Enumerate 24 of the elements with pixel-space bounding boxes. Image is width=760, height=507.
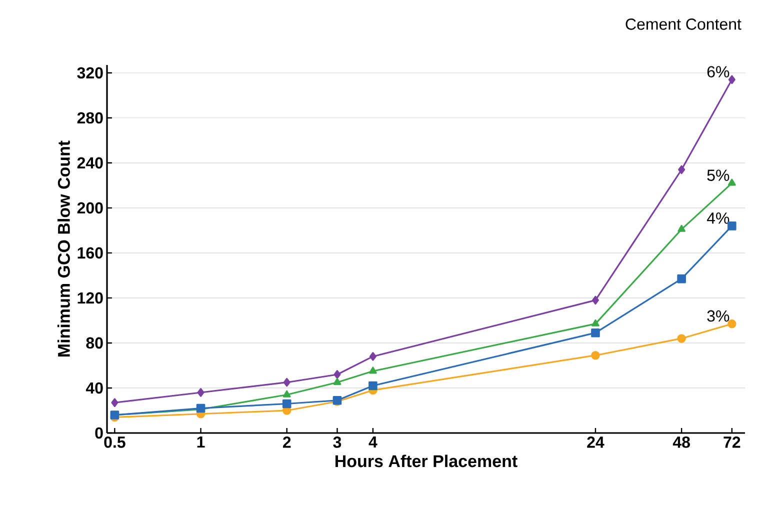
y-tick-label: 320 (77, 67, 103, 79)
x-tick-label: 0.5 (104, 436, 126, 448)
series-label: 6% (707, 66, 730, 78)
y-tick-label: 200 (77, 202, 103, 214)
x-tick-label: 4 (368, 436, 378, 448)
x-tick-label: 72 (724, 436, 740, 448)
x-tick-label: 24 (587, 436, 604, 448)
x-tick-label: 1 (197, 436, 205, 448)
series-label: 3% (707, 310, 730, 322)
y-tick-label: 240 (77, 157, 103, 169)
x-tick-label: 2 (282, 436, 291, 448)
y-axis-title: Minimum GCO Blow Count (57, 140, 70, 356)
legend-title: Cement Content (626, 18, 742, 30)
x-axis-title: Hours After Placement (336, 454, 518, 468)
x-tick-label: 3 (333, 436, 342, 448)
y-tick-label: 280 (77, 112, 103, 124)
series-label: 4% (706, 212, 730, 224)
series-label: 5% (707, 170, 730, 181)
y-tick-label: 160 (78, 247, 103, 259)
y-tick-label: 80 (86, 337, 103, 349)
y-tick-label: 120 (78, 292, 103, 304)
y-tick-label: 40 (86, 382, 103, 394)
y-tick-label: 0 (95, 427, 103, 439)
x-tick-label: 48 (672, 436, 690, 448)
